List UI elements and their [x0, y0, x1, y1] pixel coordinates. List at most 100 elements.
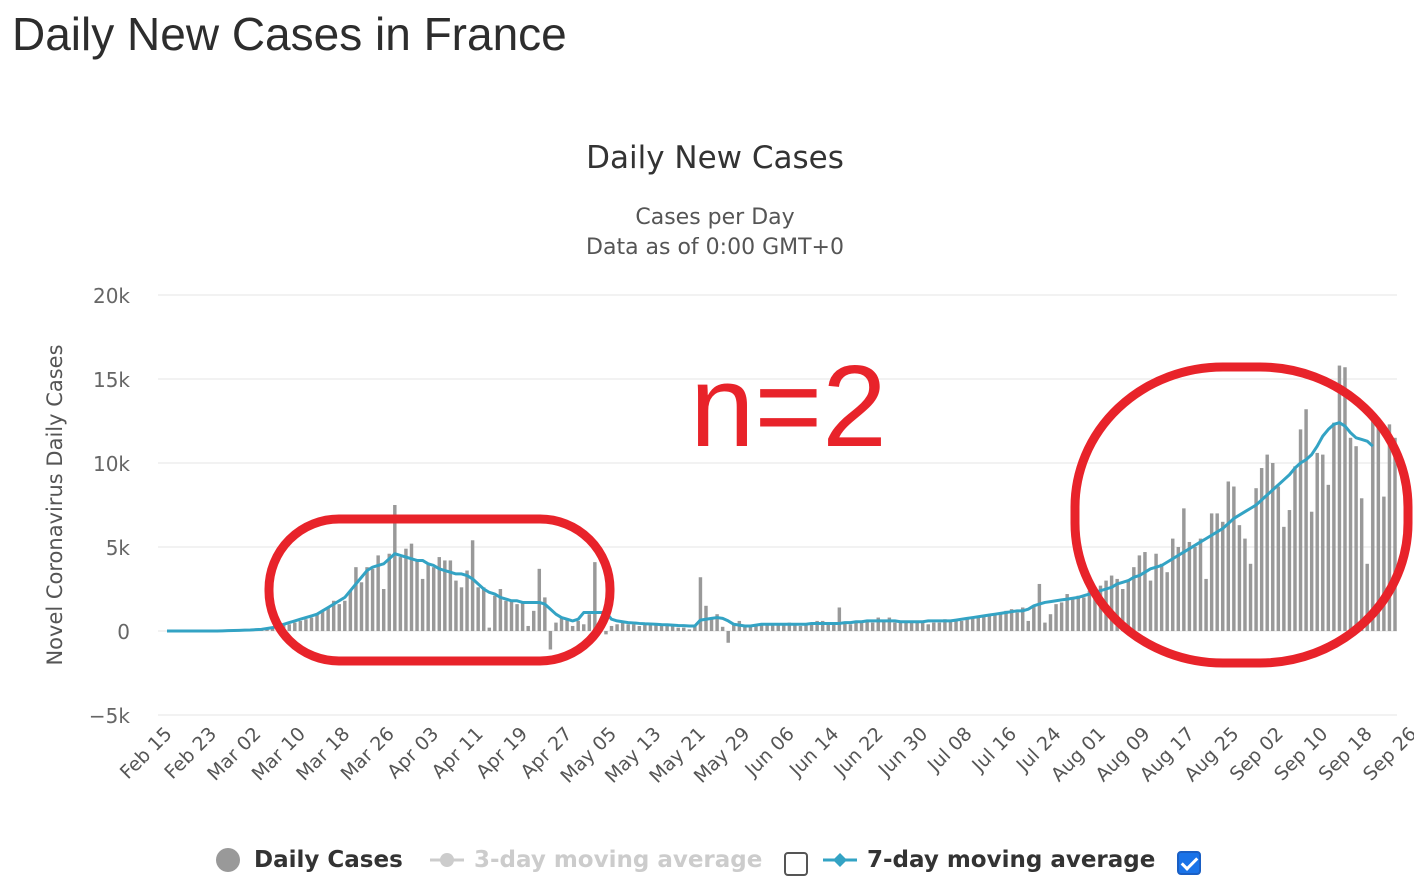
- daily-cases-bar: [1271, 463, 1275, 631]
- daily-cases-bar: [1298, 429, 1303, 631]
- daily-cases-bar: [582, 624, 586, 631]
- daily-cases-bar: [815, 620, 819, 631]
- daily-cases-bar: [898, 622, 903, 631]
- daily-cases-bar: [1243, 538, 1247, 631]
- daily-cases-bar: [482, 587, 486, 631]
- daily-cases-bar: [343, 600, 347, 631]
- daily-cases-bar: [987, 614, 992, 631]
- daily-cases-bar: [476, 587, 480, 631]
- daily-cases-bar: [504, 600, 508, 631]
- daily-cases-bar: [843, 622, 847, 631]
- daily-cases-bar: [515, 604, 519, 631]
- daily-cases-bar: [743, 625, 747, 631]
- daily-cases-bar: [1171, 538, 1175, 631]
- daily-cases-bar: [798, 625, 803, 631]
- chart-title: Daily New Cases: [586, 140, 844, 176]
- daily-cases-bar: [337, 604, 341, 631]
- annotation-circle-left: [264, 514, 615, 666]
- daily-cases-bar: [920, 622, 925, 631]
- daily-cases-bar: [1337, 365, 1342, 631]
- daily-cases-bar: [1382, 496, 1386, 631]
- daily-cases-bar: [698, 577, 703, 631]
- daily-cases-bar: [381, 589, 386, 631]
- y-tick-label: 0: [117, 620, 130, 644]
- daily-cases-bar: [1009, 609, 1014, 631]
- daily-cases-bar: [732, 624, 736, 631]
- daily-cases-bar: [331, 600, 336, 631]
- annotation-circle-right: [1070, 362, 1413, 668]
- daily-cases-bar: [854, 620, 858, 631]
- daily-cases-bar: [626, 624, 630, 631]
- daily-cases-bar: [609, 625, 614, 631]
- daily-cases-bar: [1109, 575, 1114, 631]
- daily-cases-bar: [1376, 417, 1381, 631]
- daily-cases-bar: [1248, 563, 1253, 631]
- daily-cases-bar: [1209, 513, 1214, 631]
- daily-cases-bar: [431, 567, 436, 631]
- daily-cases-bar: [1276, 486, 1281, 631]
- daily-cases-bar: [409, 543, 414, 631]
- x-tick-label: Jul 08: [923, 723, 977, 777]
- daily-cases-bar: [454, 580, 458, 631]
- daily-cases-bar: [793, 624, 797, 631]
- daily-cases-bar: [893, 622, 897, 631]
- daily-cases-bar: [509, 600, 514, 631]
- daily-cases-bar: [693, 625, 697, 631]
- y-tick-label: −5k: [89, 704, 130, 728]
- daily-cases-bar: [532, 610, 536, 631]
- daily-cases-bar: [715, 614, 719, 631]
- daily-cases-legend-icon: [216, 848, 240, 872]
- daily-cases-bar: [804, 624, 808, 631]
- daily-cases-bar: [1059, 602, 1064, 631]
- daily-cases-bar: [1159, 563, 1164, 631]
- daily-cases-bar: [1232, 486, 1236, 631]
- daily-cases-bar: [1371, 419, 1375, 631]
- daily-cases-bar: [359, 582, 364, 631]
- checkbox-3day-average[interactable]: [784, 852, 808, 876]
- daily-cases-bar: [1321, 454, 1325, 631]
- daily-cases-bar: [676, 627, 680, 631]
- daily-cases-bar: [620, 620, 625, 631]
- daily-cases-bar: [943, 619, 947, 631]
- legend-3day-average-label: 3-day moving average: [474, 847, 763, 873]
- daily-cases-bar: [1115, 578, 1119, 631]
- daily-cases-bar: [754, 624, 758, 631]
- daily-cases-bar: [565, 619, 569, 631]
- daily-cases-bar: [848, 624, 853, 631]
- daily-cases-bar: [1259, 468, 1264, 631]
- daily-cases-bar: [570, 625, 575, 631]
- daily-cases-bar: [309, 617, 314, 631]
- daily-cases-bar: [348, 590, 353, 631]
- legend-daily-cases[interactable]: Daily Cases: [214, 843, 403, 877]
- daily-cases-bar: [932, 622, 936, 631]
- checkbox-7day-average[interactable]: [1177, 851, 1201, 875]
- daily-cases-bar: [320, 610, 325, 631]
- x-tick-label: Jun 30: [874, 723, 933, 782]
- daily-cases-bar: [437, 557, 441, 631]
- y-tick-label: 5k: [106, 536, 131, 560]
- daily-cases-bar: [1221, 521, 1225, 631]
- moving-average-line-group: [167, 421, 1374, 633]
- daily-cases-bar: [365, 567, 369, 631]
- x-tick-label: Jun 06: [740, 723, 799, 782]
- daily-cases-bar: [1176, 547, 1181, 631]
- daily-cases-bar: [759, 624, 764, 631]
- daily-cases-bar: [870, 622, 875, 631]
- legend-7day-average[interactable]: 7-day moving average: [823, 843, 1155, 877]
- daily-cases-bar: [926, 624, 930, 631]
- daily-cases-bar: [726, 631, 730, 643]
- legend-3day-average[interactable]: 3-day moving average: [430, 843, 762, 877]
- daily-cases-bar: [326, 607, 330, 631]
- daily-cases-bar: [487, 627, 492, 631]
- daily-cases-bar: [270, 627, 275, 631]
- daily-cases-bar: [526, 625, 530, 631]
- daily-cases-bar: [498, 589, 503, 631]
- moving-average-line: [167, 421, 1374, 633]
- daily-cases-bar: [587, 614, 592, 631]
- daily-cases-bar: [465, 570, 469, 631]
- daily-cases-bar: [1082, 597, 1086, 631]
- daily-cases-bar: [748, 625, 753, 631]
- daily-cases-bar: [787, 622, 792, 631]
- daily-cases-bar: [1265, 454, 1269, 631]
